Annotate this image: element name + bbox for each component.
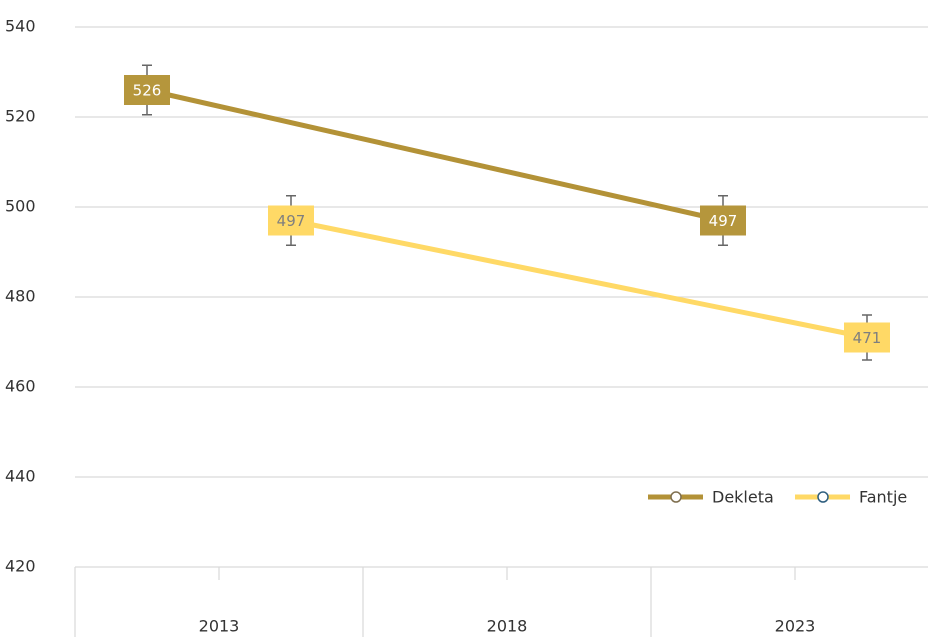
y-tick-label: 460 (5, 377, 36, 396)
data-label: 526 (133, 82, 162, 100)
data-label: 471 (853, 329, 882, 347)
y-tick-label: 480 (5, 287, 36, 306)
data-label-box (268, 205, 314, 236)
y-tick-label: 440 (5, 467, 36, 486)
y-tick-label: 500 (5, 197, 36, 216)
legend-label: Dekleta (712, 488, 774, 507)
legend-marker (817, 491, 829, 503)
data-label: 497 (709, 212, 738, 230)
data-label-box (844, 322, 890, 353)
series-line (290, 218, 868, 340)
series-line (146, 87, 724, 223)
x-tick-label: 2023 (775, 617, 816, 636)
legend-label: Fantje (859, 488, 907, 507)
x-tick-label: 2013 (199, 617, 240, 636)
y-tick-label: 420 (5, 557, 36, 576)
legend-marker (670, 491, 682, 503)
data-label: 497 (277, 212, 306, 230)
data-label-box (700, 205, 746, 236)
data-label-box (124, 75, 170, 105)
y-tick-label: 540 (5, 17, 36, 36)
x-tick-label: 2018 (487, 617, 528, 636)
y-tick-label: 520 (5, 107, 36, 126)
